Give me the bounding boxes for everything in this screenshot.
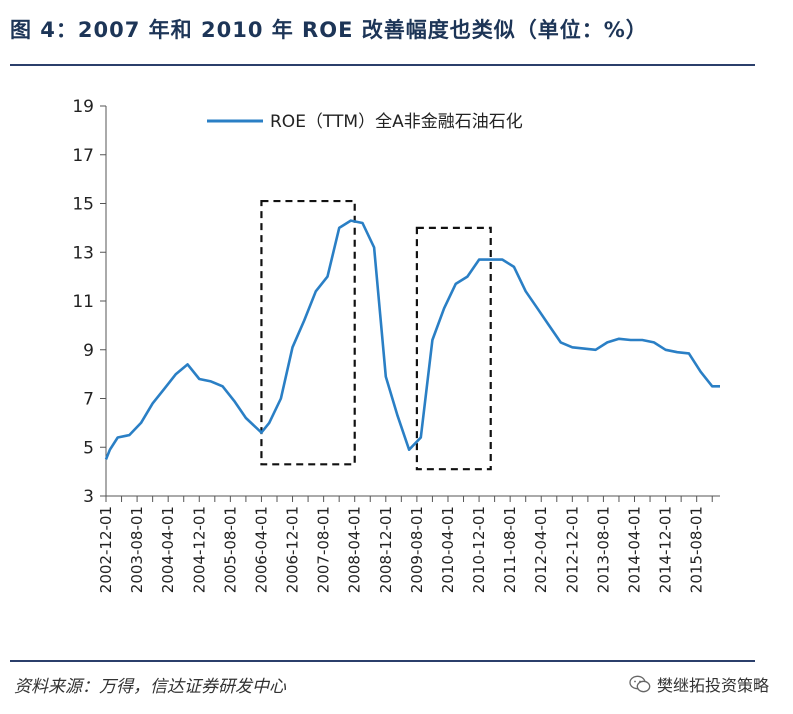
x-tick-label: 2003-08-01 [128,506,146,593]
wechat-watermark: 樊继拓投资策略 [629,672,769,696]
x-tick-label: 2010-12-01 [470,506,488,593]
wechat-icon [629,675,651,693]
title-divider [10,64,755,66]
x-tick-label: 2012-04-01 [532,506,550,593]
line-chart: 3 5 7 9 11 13 15 17 19 2002-12-01 2003-08-01 2004-0… [72,97,721,593]
highlight-box [260,199,356,466]
x-tick-label: 2007-08-01 [315,506,333,593]
y-tick-label: 5 [83,438,94,458]
x-tick-label: 2006-12-01 [284,506,302,593]
y-tick-label: 13 [72,243,94,263]
x-tick-label: 2008-04-01 [346,506,364,593]
x-tick-label: 2002-12-01 [97,506,115,593]
footer-divider [10,660,755,662]
x-tick-label: 2005-08-01 [221,506,239,593]
chart-series [104,219,721,460]
x-tick-label: 2015-08-01 [688,506,706,593]
x-tick-label: 2013-08-01 [594,506,612,593]
x-tick-label: 2011-08-01 [501,506,519,593]
x-tick-label: 2012-12-01 [563,506,581,593]
x-tick-label: 2004-12-01 [190,506,208,593]
watermark-text: 樊继拓投资策略 [656,676,769,695]
highlight-box [415,226,492,471]
legend-label: ROE（TTM）全A非金融石油石化 [270,112,523,132]
chart-legend: ROE（TTM）全A非金融石油石化 [207,112,523,132]
x-tick-label: 2014-12-01 [657,506,675,593]
y-tick-label: 3 [83,487,94,507]
figure-title: 图 4：2007 年和 2010 年 ROE 改善幅度也类似（单位：%） [10,18,648,42]
x-tick-label: 2006-04-01 [252,506,270,593]
x-tick-label: 2009-08-01 [408,506,426,593]
x-tick-label: 2014-04-01 [626,506,644,593]
series-line-roe [104,219,720,460]
chart-axes: 3 5 7 9 11 13 15 17 19 2002-12-01 2003-08-01 2004-0… [72,97,720,593]
y-tick-label: 15 [72,195,94,215]
y-tick-label: 7 [83,390,94,410]
x-tick-label: 2004-04-01 [159,506,177,593]
y-tick-label: 17 [72,146,94,166]
y-tick-label: 11 [72,292,94,312]
y-tick-label: 9 [83,341,94,361]
y-tick-label: 19 [72,97,94,117]
x-tick-label: 2010-04-01 [439,506,457,593]
source-note: 资料来源：万得，信达证券研发中心 [14,677,286,697]
highlight-boxes [260,199,492,471]
x-tick-label: 2008-12-01 [377,506,395,593]
